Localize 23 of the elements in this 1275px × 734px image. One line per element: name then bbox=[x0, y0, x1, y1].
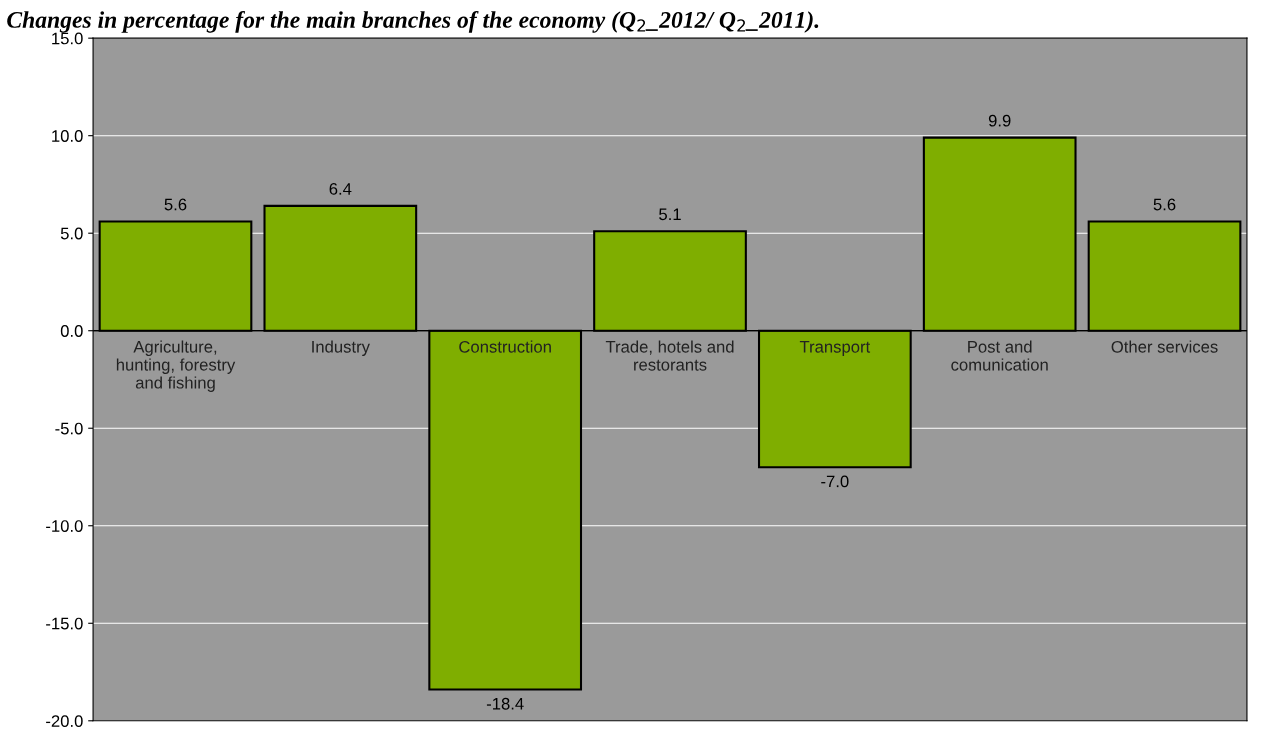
data-label: -7.0 bbox=[821, 475, 849, 488]
y-tick-label: -15.0 bbox=[46, 617, 83, 630]
x-tick-label: Other services bbox=[1111, 340, 1218, 353]
y-tick-label: 5.0 bbox=[60, 227, 83, 240]
chart-title: Changes in percentage for the main branches of the economy (Q$_{2}$_2012/ Q$_{2}$_2011). bbox=[7, 11, 819, 33]
x-tick-label: Trade, hotels and restorants bbox=[605, 340, 734, 371]
x-tick-label: Construction bbox=[459, 340, 551, 353]
y-tick-label: -20.0 bbox=[46, 715, 83, 727]
data-label: 5.1 bbox=[659, 208, 681, 221]
data-label: 5.6 bbox=[1153, 198, 1176, 211]
data-label: 5.6 bbox=[164, 198, 187, 211]
y-tick-label: -10.0 bbox=[46, 520, 83, 532]
data-label: 9.9 bbox=[988, 114, 1011, 127]
y-tick-label: 10.0 bbox=[52, 130, 83, 142]
data-label: 6.4 bbox=[329, 183, 352, 195]
y-tick-label: 0.0 bbox=[60, 325, 83, 337]
data-label: -18.4 bbox=[486, 697, 524, 710]
x-tick-label: Agriculture, hunting, forestry and fishing bbox=[116, 340, 236, 392]
y-tick-label: -5.0 bbox=[55, 422, 83, 435]
x-tick-label: Post and comunication bbox=[951, 340, 1048, 371]
x-tick-label: Industry bbox=[312, 340, 370, 357]
y-tick-label: 15.0 bbox=[52, 32, 83, 45]
x-tick-label: Transport bbox=[799, 341, 871, 357]
